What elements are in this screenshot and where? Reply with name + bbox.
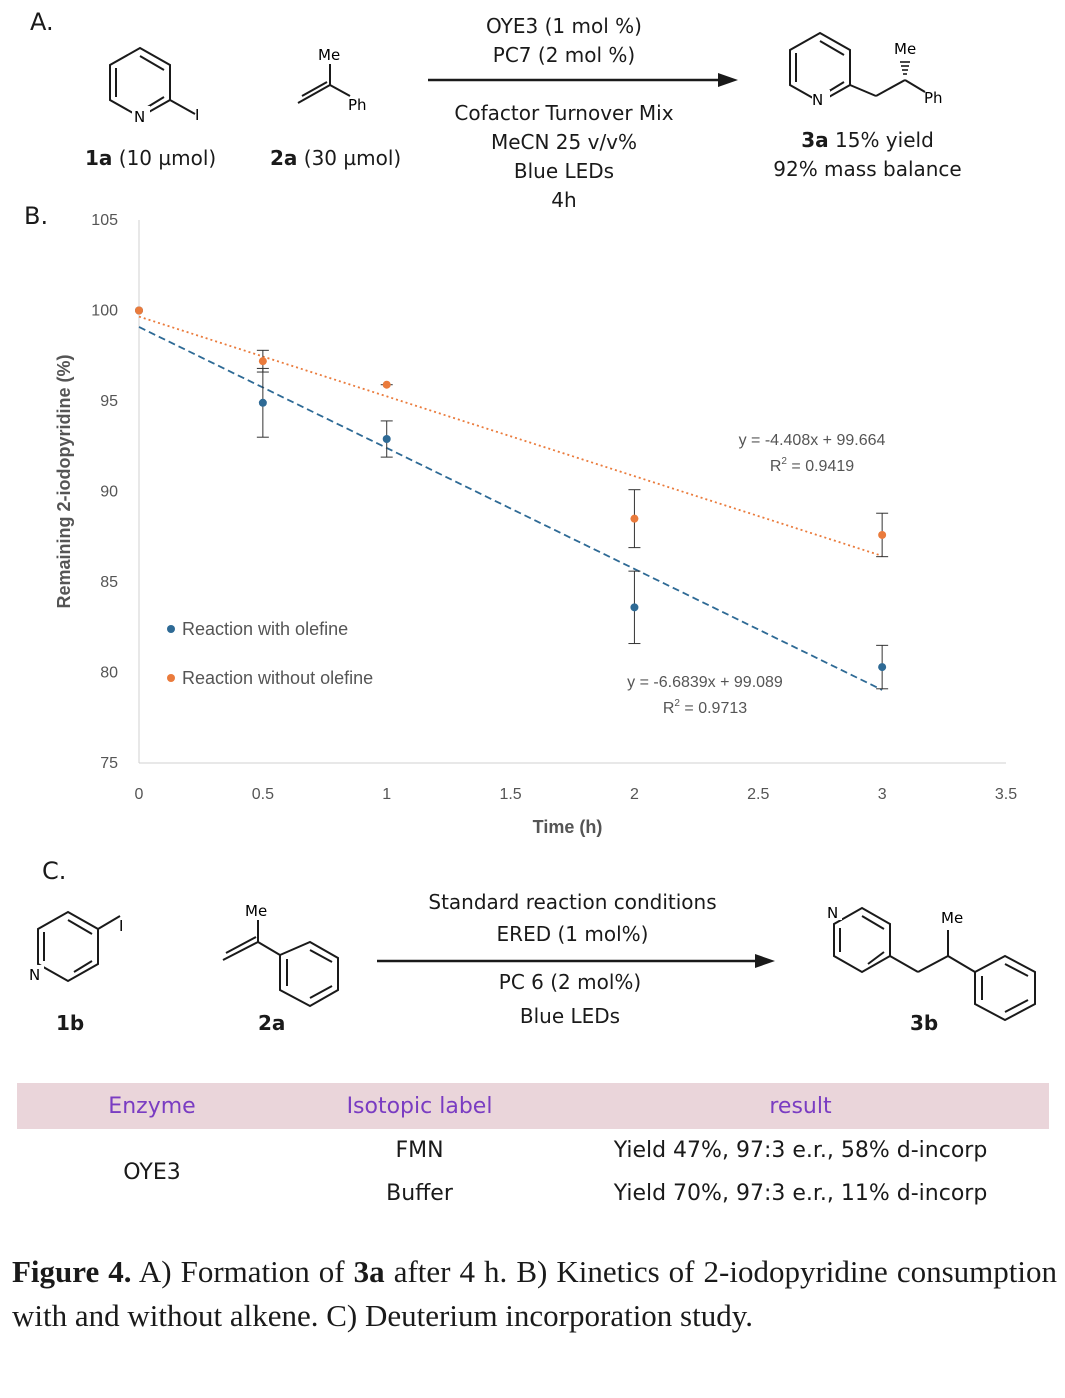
label-cell: FMN: [395, 1138, 444, 1163]
panel-a-label: A.: [30, 8, 54, 36]
legend-marker: [167, 674, 175, 682]
conditions-above-arrow-c: Standard reaction conditions ERED (1 mol…: [400, 886, 745, 950]
data-point: [630, 603, 639, 612]
condition-line: Standard reaction conditions: [428, 890, 717, 914]
data-point: [135, 306, 143, 315]
column-header: result: [552, 1083, 1049, 1129]
legend-label: Reaction with olefine: [182, 619, 348, 639]
x-tick-label: 2.5: [747, 786, 769, 803]
product-3b-label: 3b: [910, 1011, 939, 1035]
kinetics-chart: 0 0.5 1 1.5 2 2.5 3 3.5 75 80 85 90 95 100 105 Time (h)…: [54, 212, 1017, 837]
product-mass-balance: 92% mass balance: [773, 157, 962, 181]
atom-label: N: [134, 108, 145, 126]
atom-label: Ph: [924, 89, 943, 107]
atom-label: N: [827, 904, 838, 922]
panel-a-scheme: N I Me Ph N Me Ph: [109, 31, 943, 126]
conditions-below-arrow-c: PC 6 (2 mol%) Blue LEDs: [440, 965, 700, 1033]
atom-label: Me: [941, 909, 963, 927]
caption-lead: Figure 4.: [12, 1254, 132, 1289]
y-tick-label: 100: [91, 303, 118, 320]
data-point: [878, 530, 887, 539]
atom-label: Ph: [348, 96, 367, 114]
condition-line: ERED (1 mol%): [496, 922, 649, 946]
result-cell: Yield 70%, 97:3 e.r., 11% d-incorp: [613, 1181, 988, 1206]
y-tick-label: 105: [91, 212, 118, 229]
stereo-hash-bond: [900, 61, 910, 75]
y-tick-label: 95: [100, 393, 118, 410]
condition-line: PC7 (2 mol %): [492, 43, 636, 67]
conditions-above-arrow: OYE3 (1 mol %) PC7 (2 mol %): [428, 12, 700, 70]
trendline-r2: R2 = 0.9419: [770, 456, 854, 475]
data-point: [382, 380, 391, 389]
atom-label: Me: [245, 902, 267, 920]
x-tick-label: 0.5: [252, 786, 274, 803]
atom-label: N: [812, 91, 823, 109]
data-point: [258, 357, 267, 366]
condition-line: Cofactor Turnover Mix: [454, 101, 674, 125]
label-cell: Buffer: [386, 1181, 453, 1206]
table-header-row: Enzyme Isotopic label result: [17, 1083, 1049, 1129]
x-tick-label: 1: [382, 786, 391, 803]
condition-line: MeCN 25 v/v%: [490, 130, 638, 154]
reaction-arrow-head: [755, 954, 775, 968]
condition-line: 4h: [551, 188, 577, 212]
reactant-2a-label: 2a (30 µmol): [270, 146, 402, 170]
panel-c-scheme: N I Me N Me: [28, 902, 1036, 1022]
reaction-arrow-head: [718, 73, 738, 87]
reactant-2a-structure: [297, 64, 351, 104]
product-3b-structure: [833, 906, 1036, 1022]
reactant-1b-structure: [37, 910, 121, 983]
atom-label: I: [119, 917, 123, 935]
table-row: Buffer Yield 70%, 97:3 e.r., 11% d-incor…: [17, 1172, 1049, 1215]
y-tick-label: 85: [100, 574, 118, 591]
data-point: [630, 514, 639, 523]
product-yield: 3a 15% yield: [801, 128, 934, 152]
y-tick-label: 90: [100, 484, 118, 501]
result-cell: Yield 47%, 97:3 e.r., 58% d-incorp: [613, 1138, 988, 1163]
condition-line: Blue LEDs: [513, 159, 615, 183]
column-header: Enzyme: [17, 1083, 287, 1129]
x-tick-label: 3: [878, 786, 887, 803]
x-tick-label: 2: [630, 786, 639, 803]
condition-line: Blue LEDs: [519, 1004, 621, 1028]
data-point: [258, 398, 267, 407]
data-point: [382, 435, 391, 444]
panel-b-label: B.: [24, 202, 49, 230]
atom-label: Me: [894, 40, 916, 58]
condition-line: PC 6 (2 mol%): [498, 970, 642, 994]
legend-label: Reaction without olefine: [182, 668, 373, 688]
y-axis-title: Remaining 2-iodopyridine (%): [54, 354, 74, 608]
reactant-1a-structure: [109, 46, 196, 119]
deuterium-results-table: Enzyme Isotopic label result OYE3 FMN Yi…: [17, 1083, 1049, 1215]
y-tick-label: 75: [100, 755, 118, 772]
reactant-2a-structure: [222, 920, 339, 1008]
x-tick-label: 3.5: [995, 786, 1017, 803]
figure-caption: Figure 4. A) Formation of 3a after 4 h. …: [12, 1254, 1057, 1333]
data-point: [878, 663, 887, 672]
trendline-equation: y = -4.408x + 99.664: [739, 432, 886, 449]
x-tick-label: 0: [135, 786, 144, 803]
enzyme-cell: OYE3: [123, 1159, 181, 1185]
condition-line: OYE3 (1 mol %): [486, 14, 642, 38]
atom-label: N: [29, 966, 40, 984]
trendline-r2: R2 = 0.9713: [663, 698, 747, 717]
panel-c-label: C.: [42, 857, 67, 885]
column-header: Isotopic label: [287, 1083, 552, 1129]
atom-label: Me: [318, 46, 340, 64]
product-3a-info: 3a 15% yield 92% mass balance: [755, 126, 980, 184]
trendline-equation: y = -6.6839x + 99.089: [627, 674, 783, 691]
atom-label: I: [195, 106, 199, 124]
reactant-1a-label: 1a (10 µmol): [85, 146, 217, 170]
table-row: OYE3 FMN Yield 47%, 97:3 e.r., 58% d-inc…: [17, 1129, 1049, 1185]
conditions-below-arrow: Cofactor Turnover Mix MeCN 25 v/v% Blue …: [424, 99, 704, 215]
y-tick-label: 80: [100, 665, 118, 682]
legend-marker: [167, 625, 175, 633]
x-tick-label: 1.5: [499, 786, 521, 803]
reactant-2a-label: 2a: [258, 1011, 286, 1035]
reactant-1b-label: 1b: [56, 1011, 85, 1035]
x-axis-title: Time (h): [533, 817, 603, 837]
